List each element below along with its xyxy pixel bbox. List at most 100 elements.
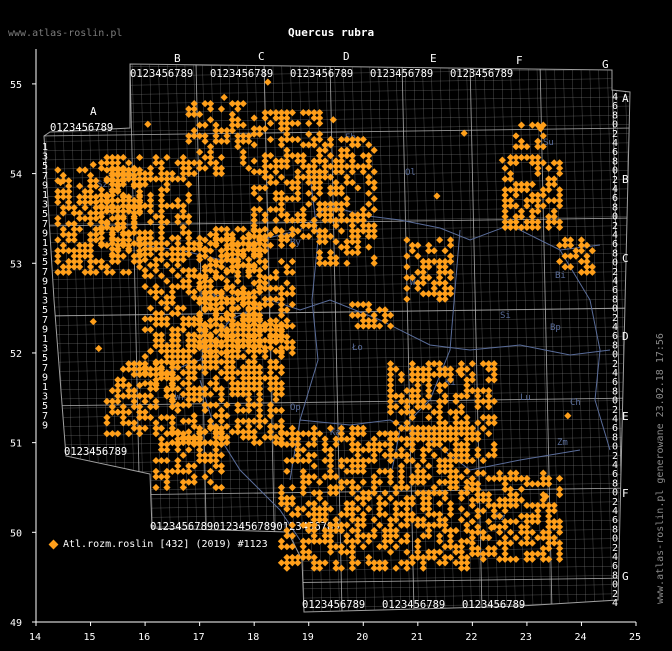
occurrence-point [419,435,427,443]
occurrence-point [272,363,280,371]
occurrence-point [256,232,264,240]
occurrence-point [348,430,356,438]
occurrence-point [354,322,362,330]
occurrence-point [441,489,449,497]
occurrence-point [294,152,302,160]
occurrence-point [272,274,280,282]
occurrence-point [59,241,67,249]
occurrence-point [460,129,468,137]
occurrence-point [316,205,324,214]
occurrence-point [212,462,220,470]
occurrence-point [463,365,471,373]
occurrence-point [283,119,291,127]
occurrence-point [354,521,362,529]
occurrence-point [534,223,542,231]
occurrence-point [190,169,198,178]
occurrence-point [321,510,329,518]
occurrence-point [343,500,351,508]
occurrence-point [436,290,444,298]
occurrence-point [70,263,78,271]
occurrence-point [185,288,193,296]
occurrence-point [125,360,133,368]
occurrence-point [92,182,100,190]
occurrence-point [468,528,476,536]
occurrence-point [414,392,422,400]
grid-major-vline [129,64,143,612]
occurrence-point [561,236,569,244]
occurrence-point [65,187,73,196]
occurrence-point [70,257,78,266]
occurrence-point [179,430,187,438]
occurrence-point [59,263,67,271]
occurrence-point [86,241,95,249]
occurrence-point [506,517,515,526]
occurrence-point [141,175,149,183]
occurrence-point [234,379,242,388]
occurrence-point [245,299,253,307]
occurrence-point [403,408,411,416]
occurrence-point [392,419,400,427]
occurrence-point [217,137,226,145]
occurrence-point [97,164,106,172]
occurrence-point [414,403,422,411]
occurrence-point [425,370,433,379]
occurrence-point [408,387,416,395]
occurrence-point [386,473,395,481]
occurrence-point [534,218,542,226]
occurrence-point [468,550,476,558]
occurrence-point [556,186,564,194]
occurrence-point [245,256,253,264]
occurrence-point [228,317,236,325]
occurrence-point [76,241,84,249]
occurrence-point [157,424,166,432]
occurrence-point [539,474,547,483]
occurrence-point [386,392,395,400]
occurrence-point [348,564,356,572]
occurrence-point [288,225,296,233]
occurrence-point [217,390,226,398]
region-label: Su [543,138,554,148]
occurrence-point [163,342,171,350]
occurrence-point [528,480,536,488]
occurrence-point [316,146,324,154]
occurrence-point [419,559,427,567]
site-link[interactable]: www.atlas-roslin.pl [8,28,123,39]
occurrence-point [54,214,62,223]
occurrence-point [256,363,264,371]
occurrence-point [545,517,553,526]
occurrence-point [506,501,515,510]
occurrence-point [556,528,564,536]
occurrence-point [343,505,351,513]
occurrence-point [408,500,416,508]
occurrence-point [408,510,416,518]
occurrence-point [174,159,182,167]
occurrence-point [534,550,542,558]
occurrence-point [108,153,116,162]
occurrence-point [397,559,406,567]
occurrence-point [381,311,389,319]
region-label: By [290,238,301,248]
occurrence-point [217,338,226,346]
occurrence-point [545,544,553,553]
occurrence-point [65,182,73,190]
occurrence-point [354,483,362,492]
occurrence-point [348,211,356,219]
occurrence-point [534,517,542,526]
occurrence-point [455,367,463,375]
occurrence-point [359,494,367,502]
occurrence-point [217,462,226,470]
occurrence-point [228,295,236,303]
occurrence-point [436,360,444,368]
occurrence-point [168,376,176,384]
occurrence-point [436,559,444,567]
occurrence-point [261,257,269,266]
occurrence-point [436,435,444,443]
occurrence-point [288,184,296,192]
occurrence-point [365,440,373,449]
occurrence-point [157,435,166,443]
region-label: Bp [550,323,561,333]
occurrence-point [256,327,264,336]
occurrence-point [365,505,373,513]
occurrence-point [212,451,220,459]
occurrence-point [54,268,62,276]
